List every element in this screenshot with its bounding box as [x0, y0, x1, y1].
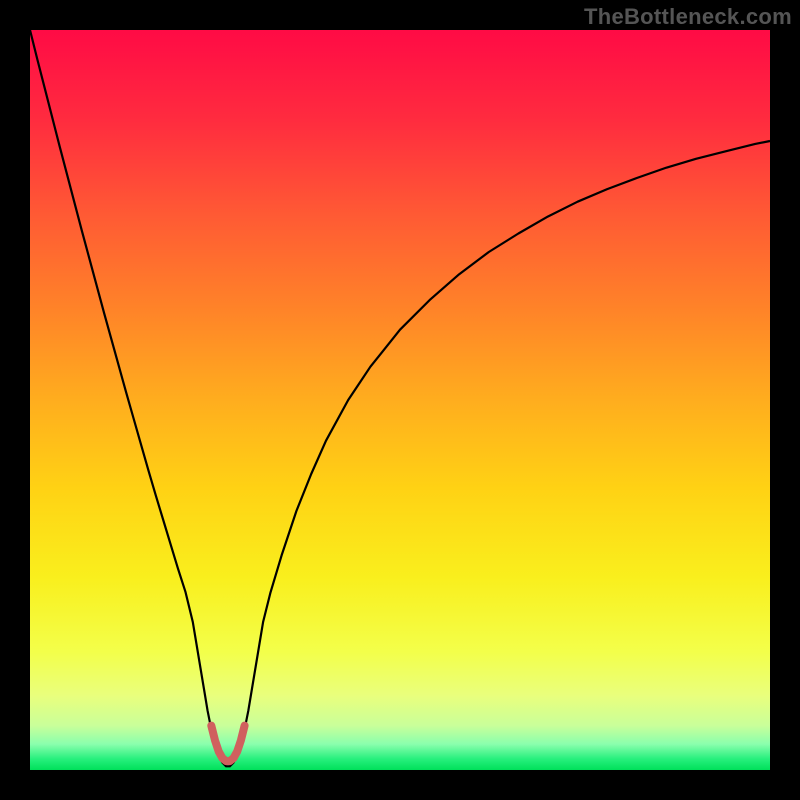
watermark-text: TheBottleneck.com: [584, 4, 792, 30]
chart-stage: TheBottleneck.com: [0, 0, 800, 800]
bottleneck-curve-chart: [0, 0, 800, 800]
plot-background: [30, 30, 770, 770]
